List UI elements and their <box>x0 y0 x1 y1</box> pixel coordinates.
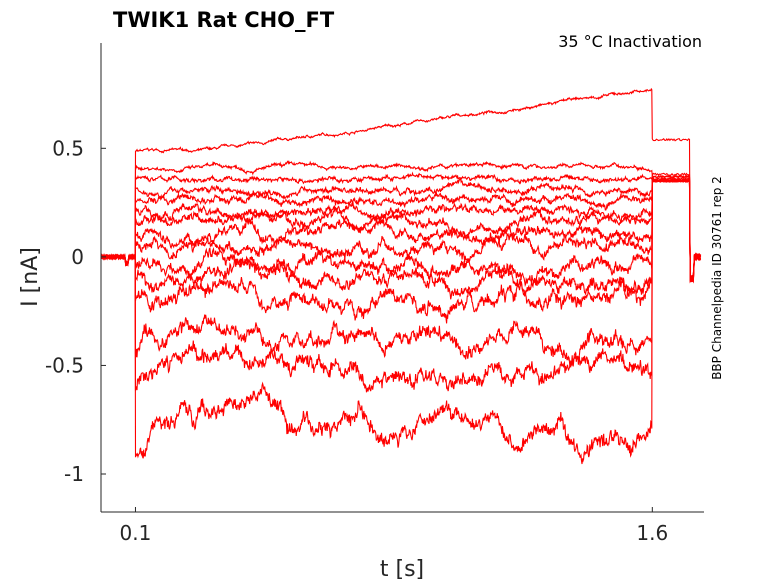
chart-subtitle: 35 °C Inactivation <box>558 32 702 51</box>
chart-title: TWIK1 Rat CHO_FT <box>113 8 335 32</box>
trace-10 <box>100 178 702 288</box>
trace-8 <box>100 178 701 282</box>
y-tick-label: 0 <box>71 245 84 269</box>
trace-4 <box>100 174 702 279</box>
y-tick-label: -1 <box>64 462 84 486</box>
trace-12 <box>100 178 701 324</box>
trace-1 <box>100 87 702 280</box>
x-tick-label: 0.1 <box>120 521 152 545</box>
trace-9 <box>100 179 702 281</box>
y-tick-label: -0.5 <box>45 353 84 377</box>
trace-14 <box>100 179 702 393</box>
traces <box>100 87 702 465</box>
ticks: 0.1 1.6 0.5 0 -0.5 -1 <box>45 136 668 545</box>
side-label: BBP Channelpedia ID 30761 rep 2 <box>710 176 724 380</box>
trace-15 <box>100 179 702 465</box>
x-axis-label: t [s] <box>380 557 424 582</box>
trace-2 <box>100 160 702 282</box>
y-tick-label: 0.5 <box>52 136 84 160</box>
trace-3 <box>100 171 702 282</box>
trace-6 <box>100 176 702 282</box>
axes <box>100 43 704 513</box>
trace-5 <box>100 176 702 284</box>
trace-13 <box>100 178 701 367</box>
x-tick-label: 1.6 <box>636 521 668 545</box>
trace-11 <box>100 179 702 300</box>
y-axis-label: I [nA] <box>18 247 43 307</box>
trace-7 <box>100 178 702 282</box>
